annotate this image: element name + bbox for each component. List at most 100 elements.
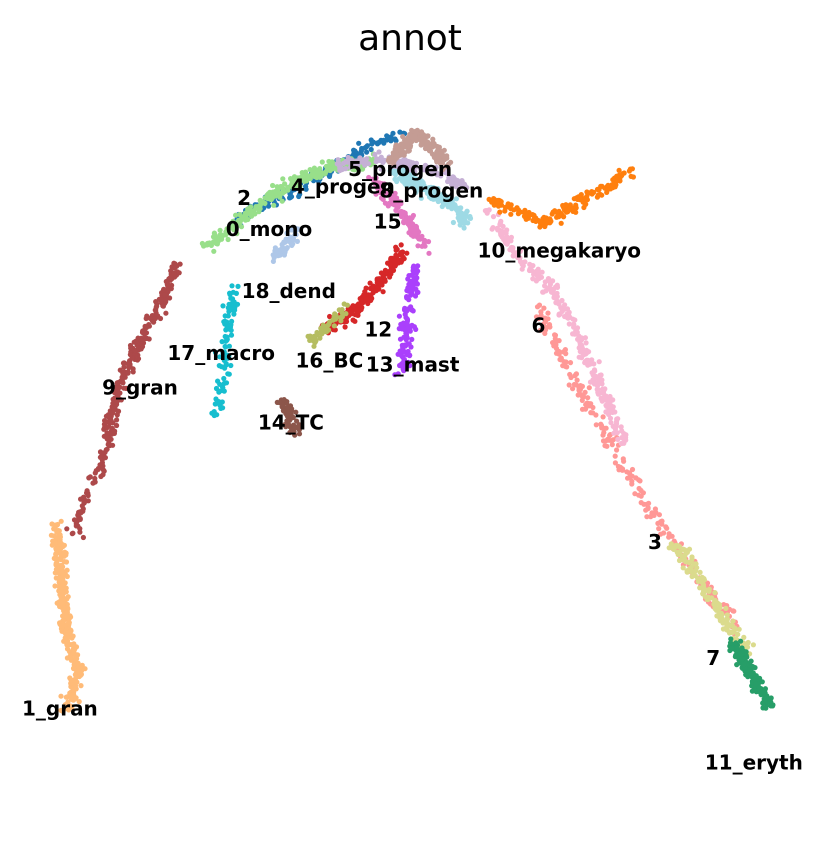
- point: [467, 215, 474, 221]
- point: [417, 166, 423, 172]
- point: [413, 224, 419, 230]
- point: [502, 230, 508, 236]
- cluster-9_gran: [64, 260, 183, 541]
- point: [227, 290, 233, 296]
- point: [404, 250, 410, 256]
- point: [130, 369, 136, 375]
- point: [229, 224, 236, 231]
- point: [600, 432, 606, 438]
- point: [248, 204, 254, 210]
- point: [62, 705, 68, 712]
- point: [76, 673, 82, 680]
- point: [153, 304, 159, 310]
- point: [80, 534, 86, 541]
- point: [319, 159, 325, 165]
- point: [600, 414, 606, 420]
- point: [408, 176, 414, 183]
- point: [332, 311, 338, 317]
- point: [582, 360, 588, 366]
- point: [570, 386, 576, 392]
- point: [391, 258, 397, 264]
- point: [296, 431, 303, 437]
- point: [656, 512, 663, 518]
- point: [746, 668, 752, 674]
- point: [108, 436, 114, 442]
- point: [227, 306, 234, 312]
- point: [546, 322, 553, 328]
- point: [387, 136, 393, 143]
- point: [605, 182, 611, 188]
- point: [604, 409, 610, 415]
- point: [440, 198, 446, 204]
- point: [425, 133, 431, 139]
- point: [216, 401, 223, 407]
- point: [490, 214, 497, 220]
- cluster-label: 8_progen: [379, 178, 483, 202]
- point: [114, 417, 120, 423]
- point: [380, 196, 386, 202]
- point: [413, 270, 419, 276]
- point: [734, 662, 740, 668]
- cluster-label: 12: [364, 318, 392, 342]
- point: [60, 573, 66, 579]
- cluster-label: 11_eryth: [705, 751, 803, 775]
- point: [69, 531, 75, 537]
- point: [402, 157, 408, 163]
- point: [75, 660, 81, 666]
- point: [566, 382, 572, 388]
- point: [378, 190, 384, 196]
- point: [221, 380, 227, 386]
- point: [556, 311, 562, 317]
- point: [689, 573, 695, 580]
- point: [572, 373, 578, 379]
- point: [417, 235, 424, 241]
- point: [398, 321, 404, 327]
- point: [352, 162, 358, 168]
- point: [712, 590, 718, 596]
- point: [341, 301, 347, 307]
- cluster-18_dend: [270, 225, 302, 264]
- point: [320, 322, 326, 328]
- point: [663, 524, 669, 530]
- point: [86, 475, 92, 481]
- point: [589, 357, 595, 363]
- point: [60, 618, 66, 624]
- point: [165, 281, 171, 288]
- point: [576, 385, 582, 391]
- point: [553, 340, 559, 346]
- point: [556, 351, 562, 357]
- point: [376, 149, 382, 155]
- point: [58, 552, 64, 558]
- point: [351, 167, 357, 173]
- point: [406, 181, 412, 187]
- point: [457, 222, 463, 228]
- point: [102, 455, 108, 461]
- point: [624, 469, 630, 475]
- point: [160, 303, 166, 309]
- point: [608, 408, 614, 414]
- point: [629, 466, 636, 473]
- point: [235, 283, 241, 289]
- point: [125, 370, 131, 376]
- point: [680, 565, 686, 571]
- point: [395, 351, 401, 357]
- point: [369, 285, 375, 291]
- point: [398, 242, 404, 248]
- point: [60, 597, 67, 603]
- point: [253, 204, 259, 210]
- point: [404, 173, 410, 179]
- point: [104, 424, 110, 430]
- point: [330, 161, 337, 167]
- point: [402, 217, 408, 223]
- point: [560, 204, 567, 210]
- point: [494, 198, 500, 204]
- point: [612, 453, 618, 459]
- point: [733, 652, 739, 658]
- point: [514, 250, 520, 256]
- point: [453, 184, 459, 190]
- point: [272, 188, 278, 195]
- point: [388, 155, 394, 161]
- point: [286, 237, 292, 243]
- point: [411, 263, 417, 269]
- point: [578, 192, 584, 198]
